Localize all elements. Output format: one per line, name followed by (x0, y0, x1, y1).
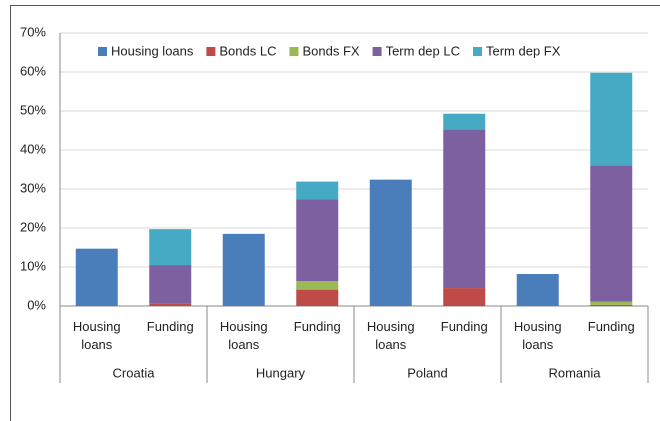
y-tick-label: 20% (20, 219, 46, 234)
bar-segment (590, 304, 633, 306)
x-tick-label: Housing loans (219, 319, 268, 352)
bar-segment (516, 274, 559, 306)
legend-label: Housing loans (111, 43, 194, 58)
bar-segment (443, 129, 486, 289)
bar-segment (149, 303, 192, 306)
bar-segment (369, 179, 412, 306)
bar-segment (149, 229, 192, 266)
bar-segment (443, 113, 486, 130)
y-tick-label: 40% (20, 141, 46, 156)
x-tick-label: Funding (440, 319, 488, 334)
legend-label: Term dep FX (486, 43, 561, 58)
x-tick-label: Housing loans (366, 319, 415, 352)
bar-segment (75, 248, 118, 306)
y-tick-label: 30% (20, 180, 46, 195)
x-tick-label: Funding (146, 319, 194, 334)
legend-swatch (98, 47, 107, 56)
y-tick-label: 50% (20, 102, 46, 117)
x-tick-label: Funding (587, 319, 635, 334)
x-tick-label: Housing loans (72, 319, 121, 352)
group-label: Poland (407, 365, 447, 380)
bar-segment (149, 265, 192, 304)
legend-swatch (473, 47, 482, 56)
legend-swatch (206, 47, 216, 56)
frame (10, 5, 660, 421)
group-label: Romania (548, 365, 601, 380)
legend-label: Bonds LC (219, 43, 276, 58)
bar-segment (296, 289, 339, 306)
legend-swatch (372, 47, 382, 56)
group-label: Croatia (113, 365, 156, 380)
bar-segment (443, 288, 486, 306)
y-tick-label: 10% (20, 258, 46, 273)
y-tick-label: 0% (27, 297, 46, 312)
bar-segment (296, 181, 339, 200)
bar-segment (222, 233, 265, 306)
legend-label: Bonds FX (302, 43, 359, 58)
legend-swatch (289, 47, 299, 56)
legend-label: Term dep LC (386, 43, 460, 58)
bar-segment (296, 199, 339, 282)
group-label: Hungary (256, 365, 306, 380)
y-tick-label: 70% (20, 24, 46, 39)
x-tick-label: Funding (293, 319, 341, 334)
bar-segment (590, 301, 633, 305)
bar-segment (296, 281, 339, 290)
y-tick-label: 60% (20, 63, 46, 78)
bar-segment (590, 72, 633, 166)
x-tick-label: Housing loans (513, 319, 562, 352)
bar-segment (590, 165, 633, 302)
